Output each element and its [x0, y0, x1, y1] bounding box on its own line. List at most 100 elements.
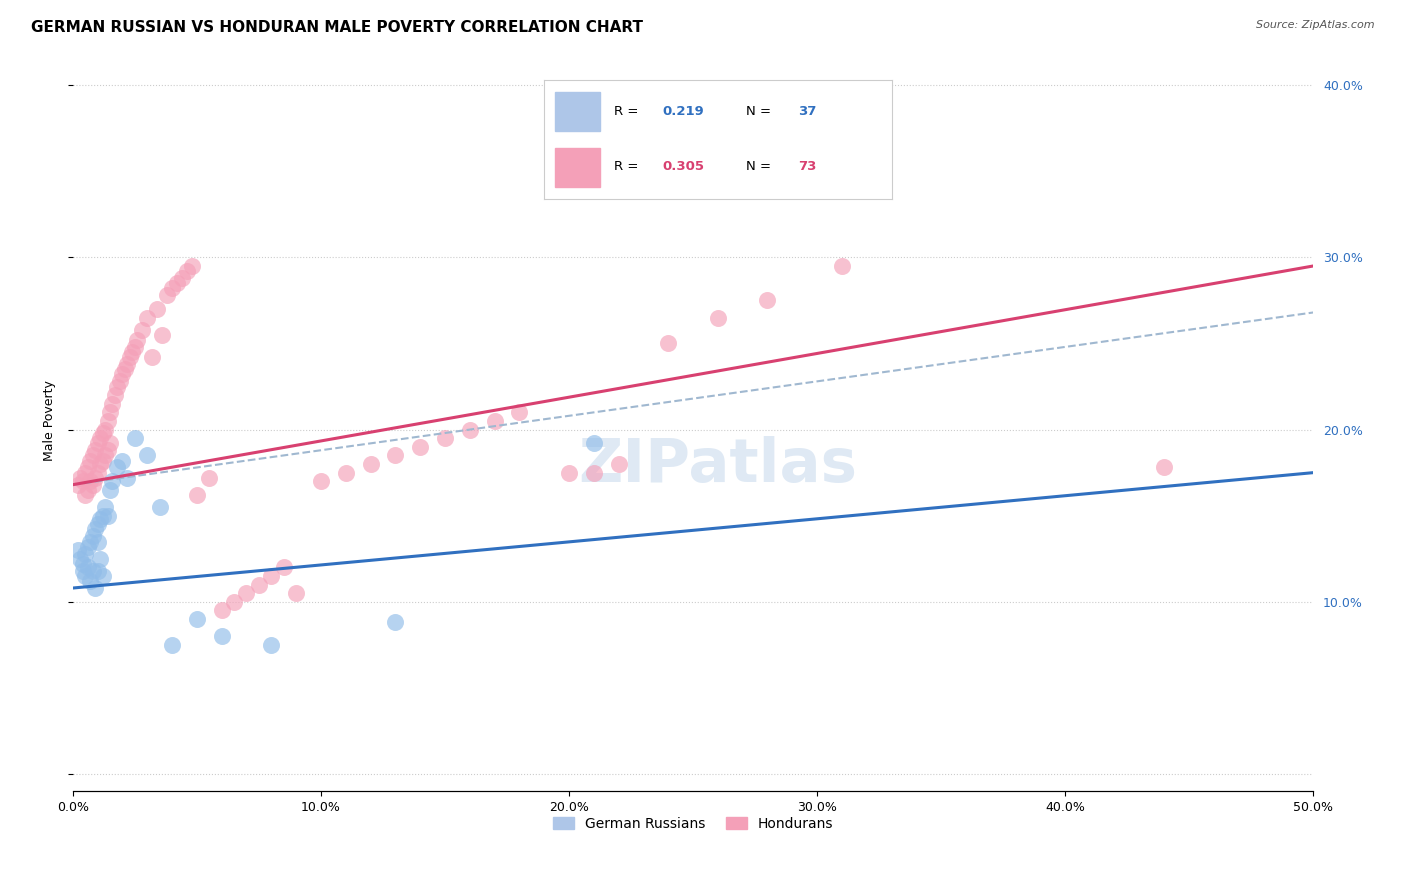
Point	[180, 259, 202, 273]
Point	[211, 629, 233, 643]
Point	[285, 586, 308, 600]
Point	[76, 483, 98, 497]
Point	[66, 477, 89, 491]
Text: ZIPatlas: ZIPatlas	[578, 436, 858, 495]
Point	[96, 414, 118, 428]
Point	[141, 351, 163, 365]
Point	[84, 443, 107, 458]
Point	[247, 577, 270, 591]
Point	[160, 281, 183, 295]
Point	[186, 488, 208, 502]
Point	[69, 551, 91, 566]
Point	[409, 440, 432, 454]
Point	[582, 436, 605, 450]
Point	[170, 271, 193, 285]
Point	[160, 638, 183, 652]
Point	[76, 540, 98, 554]
Point	[198, 471, 221, 485]
Point	[756, 293, 779, 308]
Point	[104, 388, 127, 402]
Point	[91, 453, 114, 467]
Point	[86, 466, 108, 480]
Point	[75, 569, 97, 583]
Point	[707, 310, 730, 325]
Point	[79, 534, 101, 549]
Point	[273, 560, 295, 574]
Point	[166, 276, 188, 290]
Point	[91, 508, 114, 523]
Point	[121, 345, 143, 359]
Y-axis label: Male Poverty: Male Poverty	[44, 381, 56, 461]
Point	[1153, 460, 1175, 475]
Point	[657, 336, 679, 351]
Point	[86, 436, 108, 450]
Point	[72, 475, 94, 489]
Point	[75, 547, 97, 561]
Point	[86, 534, 108, 549]
Point	[508, 405, 530, 419]
Point	[150, 327, 173, 342]
Point	[107, 460, 129, 475]
Point	[211, 603, 233, 617]
Point	[72, 557, 94, 571]
Point	[136, 310, 159, 325]
Point	[360, 457, 382, 471]
Point	[86, 564, 108, 578]
Point	[260, 569, 283, 583]
Point	[72, 564, 94, 578]
Point	[607, 457, 630, 471]
Point	[79, 475, 101, 489]
Point	[69, 471, 91, 485]
Point	[111, 453, 134, 467]
Point	[82, 449, 104, 463]
Point	[149, 500, 172, 514]
Point	[118, 351, 141, 365]
Point	[111, 368, 134, 382]
Point	[98, 483, 121, 497]
Point	[558, 466, 581, 480]
Point	[89, 551, 111, 566]
Point	[156, 288, 179, 302]
Point	[94, 423, 117, 437]
Point	[84, 581, 107, 595]
Point	[117, 471, 139, 485]
Point	[146, 301, 169, 316]
Text: GERMAN RUSSIAN VS HONDURAN MALE POVERTY CORRELATION CHART: GERMAN RUSSIAN VS HONDURAN MALE POVERTY …	[31, 20, 643, 35]
Point	[91, 569, 114, 583]
Point	[84, 471, 107, 485]
Point	[384, 449, 406, 463]
Point	[86, 517, 108, 532]
Point	[76, 560, 98, 574]
Point	[124, 431, 146, 445]
Point	[82, 564, 104, 578]
Point	[582, 466, 605, 480]
Point	[75, 466, 97, 480]
Point	[186, 612, 208, 626]
Point	[82, 477, 104, 491]
Point	[98, 405, 121, 419]
Point	[458, 423, 481, 437]
Point	[66, 543, 89, 558]
Point	[117, 357, 139, 371]
Point	[235, 586, 257, 600]
Point	[101, 397, 124, 411]
Point	[108, 375, 131, 389]
Point	[484, 414, 506, 428]
Point	[96, 508, 118, 523]
Point	[831, 259, 853, 273]
Legend: German Russians, Hondurans: German Russians, Hondurans	[547, 811, 839, 836]
Point	[89, 431, 111, 445]
Point	[98, 436, 121, 450]
Point	[260, 638, 283, 652]
Point	[114, 362, 136, 376]
Point	[79, 574, 101, 589]
Point	[384, 615, 406, 630]
Point	[433, 431, 456, 445]
Point	[75, 488, 97, 502]
Point	[136, 449, 159, 463]
Point	[94, 449, 117, 463]
Point	[82, 529, 104, 543]
Point	[124, 340, 146, 354]
Text: Source: ZipAtlas.com: Source: ZipAtlas.com	[1257, 20, 1375, 29]
Point	[101, 475, 124, 489]
